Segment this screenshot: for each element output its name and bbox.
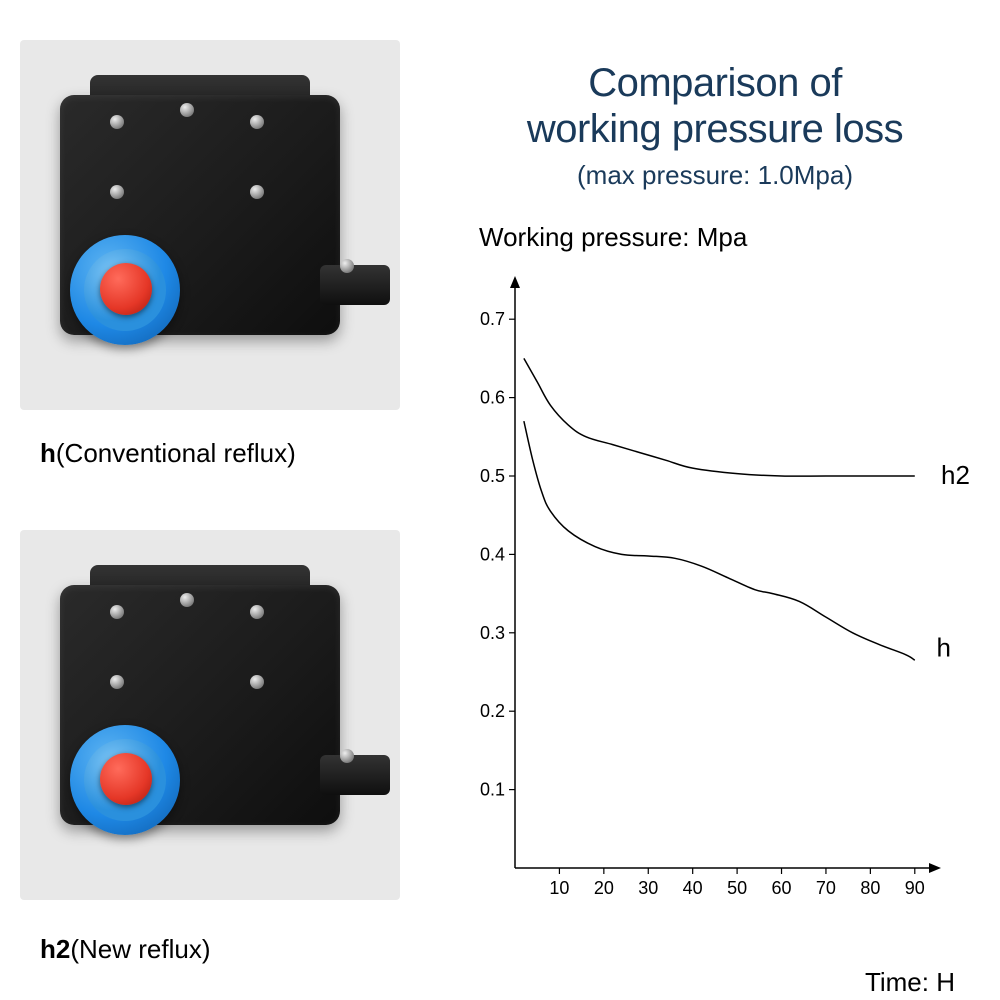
product-label-h-bold: h bbox=[40, 438, 56, 468]
product-label-conventional: h(Conventional reflux) bbox=[40, 438, 296, 469]
svg-text:0.4: 0.4 bbox=[480, 544, 505, 564]
product-image-conventional bbox=[20, 40, 400, 410]
product-label-h2-bold: h2 bbox=[40, 934, 70, 964]
svg-text:0.3: 0.3 bbox=[480, 623, 505, 643]
svg-text:10: 10 bbox=[549, 878, 569, 898]
svg-text:0.2: 0.2 bbox=[480, 701, 505, 721]
svg-text:40: 40 bbox=[683, 878, 703, 898]
svg-text:h2: h2 bbox=[941, 460, 970, 490]
svg-text:70: 70 bbox=[816, 878, 836, 898]
svg-text:30: 30 bbox=[638, 878, 658, 898]
svg-text:50: 50 bbox=[727, 878, 747, 898]
pressure-loss-chart: 0.1 0.2 0.3 0.4 0.5 0.6 0.7 10 20 30 40 50 60 70 80 90 h… bbox=[455, 260, 995, 940]
chart-subtitle: (max pressure: 1.0Mpa) bbox=[455, 160, 975, 191]
svg-text:60: 60 bbox=[772, 878, 792, 898]
y-axis-label: Working pressure: Mpa bbox=[479, 222, 747, 253]
product-label-new: h2(New reflux) bbox=[40, 934, 210, 965]
title-line1: Comparison of bbox=[588, 61, 842, 105]
pump-illustration-h2 bbox=[40, 565, 380, 865]
svg-text:20: 20 bbox=[594, 878, 614, 898]
svg-text:h: h bbox=[937, 632, 951, 662]
svg-text:0.1: 0.1 bbox=[480, 780, 505, 800]
chart-title: Comparison of working pressure loss bbox=[455, 60, 975, 152]
x-axis-label: Time: H bbox=[865, 967, 955, 998]
product-image-new bbox=[20, 530, 400, 900]
pump-illustration-h bbox=[40, 75, 380, 375]
svg-text:0.7: 0.7 bbox=[480, 309, 505, 329]
svg-text:0.6: 0.6 bbox=[480, 388, 505, 408]
svg-text:80: 80 bbox=[860, 878, 880, 898]
right-column: Comparison of working pressure loss (max… bbox=[455, 0, 995, 1000]
title-line2: working pressure loss bbox=[527, 107, 903, 151]
product-label-h2-rest: (New reflux) bbox=[70, 934, 210, 964]
chart-svg: 0.1 0.2 0.3 0.4 0.5 0.6 0.7 10 20 30 40 50 60 70 80 90 h… bbox=[455, 260, 995, 940]
svg-text:90: 90 bbox=[905, 878, 925, 898]
left-column: h(Conventional reflux) h2(New reflux) bbox=[0, 0, 420, 1000]
product-label-h-rest: (Conventional reflux) bbox=[56, 438, 296, 468]
svg-text:0.5: 0.5 bbox=[480, 466, 505, 486]
